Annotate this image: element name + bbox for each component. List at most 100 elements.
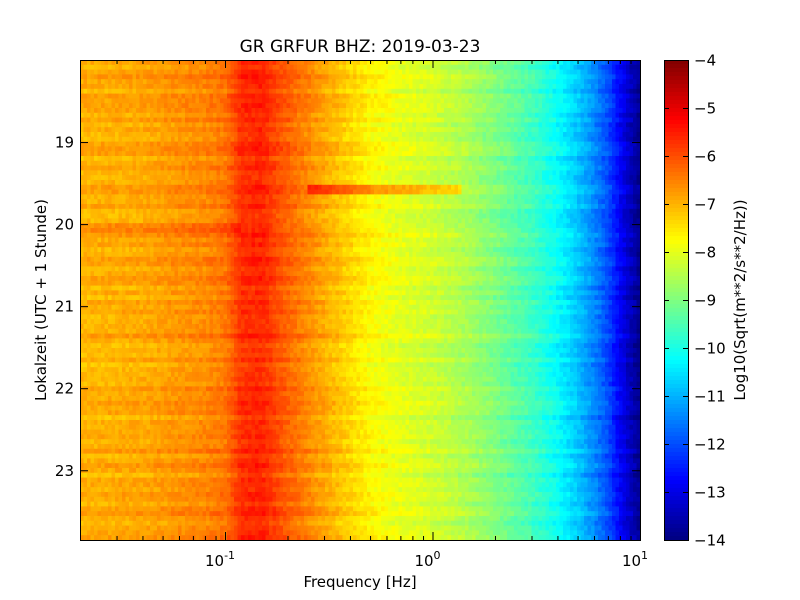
heatmap-cell [101, 108, 106, 114]
heatmap-cell [370, 156, 375, 162]
heatmap-cell [605, 170, 610, 176]
heatmap-cell [377, 136, 382, 143]
heatmap-cell [559, 184, 564, 191]
heatmap-cell [244, 69, 249, 75]
heatmap-cell [524, 98, 529, 104]
heatmap-cell [335, 160, 340, 167]
heatmap-cell [101, 175, 106, 181]
heatmap-cell [150, 112, 155, 119]
heatmap-cell [524, 79, 529, 85]
heatmap-cell [584, 112, 589, 119]
heatmap-cell [318, 108, 323, 114]
heatmap-cell [150, 127, 155, 133]
heatmap-cell [594, 141, 599, 147]
heatmap-cell [335, 127, 340, 133]
heatmap-cell [209, 132, 214, 138]
heatmap-cell [321, 204, 326, 210]
heatmap-cell [230, 136, 235, 143]
heatmap-cell [304, 194, 309, 200]
heatmap-cell [174, 79, 179, 85]
heatmap-cell [188, 60, 193, 66]
heatmap-cell [636, 189, 641, 195]
heatmap-cell [461, 74, 466, 80]
heatmap-cell [167, 103, 172, 109]
heatmap-cell [321, 122, 326, 128]
heatmap-cell [419, 199, 424, 205]
heatmap-cell [535, 84, 540, 90]
heatmap-cell [248, 165, 253, 171]
heatmap-cell [580, 64, 585, 71]
heatmap-cell [521, 64, 526, 71]
heatmap-cell [272, 98, 277, 104]
heatmap-cell [549, 184, 554, 191]
heatmap-cell [139, 151, 144, 157]
heatmap-cell [150, 136, 155, 143]
heatmap-cell [447, 112, 452, 119]
heatmap-cell [626, 117, 631, 123]
heatmap-cell [559, 98, 564, 104]
heatmap-cell [188, 122, 193, 128]
heatmap-cell [601, 160, 606, 167]
heatmap-cell [612, 165, 617, 171]
heatmap-cell [570, 112, 575, 119]
heatmap-cell [174, 84, 179, 90]
heatmap-cell [461, 156, 466, 162]
heatmap-cell [90, 88, 95, 95]
heatmap-cell [468, 103, 473, 109]
heatmap-cell [461, 84, 466, 90]
heatmap-cell [332, 127, 337, 133]
heatmap-cell [363, 103, 368, 109]
heatmap-cell [272, 170, 277, 176]
heatmap-cell [181, 103, 186, 109]
heatmap-cell [321, 60, 326, 66]
heatmap-cell [251, 151, 256, 157]
heatmap-cell [608, 204, 613, 210]
heatmap-cell [451, 189, 456, 195]
heatmap-cell [293, 112, 298, 119]
heatmap-cell [475, 175, 480, 181]
heatmap-cell [353, 60, 358, 66]
heatmap-cell [83, 194, 88, 200]
heatmap-cell [514, 103, 519, 109]
heatmap-cell [234, 132, 239, 138]
heatmap-cell [297, 132, 302, 138]
heatmap-cell [297, 160, 302, 167]
heatmap-cell [118, 79, 123, 85]
heatmap-cell [395, 88, 400, 95]
heatmap-cell [122, 88, 127, 95]
heatmap-cell [83, 199, 88, 205]
heatmap-cell [129, 103, 134, 109]
heatmap-cell [202, 165, 207, 171]
heatmap-cell [297, 175, 302, 181]
heatmap-cell [531, 60, 536, 66]
heatmap-cell [496, 160, 501, 167]
heatmap-cell [559, 136, 564, 143]
heatmap-cell [444, 160, 449, 167]
heatmap-cell [563, 204, 568, 210]
heatmap-cell [521, 79, 526, 85]
heatmap-cell [328, 175, 333, 181]
heatmap-cell [272, 127, 277, 133]
heatmap-cell [524, 103, 529, 109]
heatmap-cell [615, 103, 620, 109]
heatmap-cell [601, 88, 606, 95]
heatmap-cell [510, 175, 515, 181]
heatmap-cell [230, 84, 235, 90]
heatmap-cell [258, 117, 263, 123]
heatmap-cell [405, 199, 410, 205]
heatmap-cell [286, 184, 291, 191]
heatmap-cell [374, 60, 379, 66]
heatmap-cell [636, 69, 641, 75]
heatmap-cell [601, 180, 606, 186]
heatmap-cell [157, 156, 162, 162]
heatmap-cell [146, 88, 151, 95]
heatmap-cell [157, 189, 162, 195]
heatmap-cell [465, 88, 470, 95]
heatmap-cell [570, 88, 575, 95]
heatmap-cell [496, 112, 501, 119]
heatmap-cell [594, 93, 599, 99]
heatmap-cell [122, 79, 127, 85]
heatmap-cell [339, 84, 344, 90]
heatmap-cell [472, 69, 477, 75]
